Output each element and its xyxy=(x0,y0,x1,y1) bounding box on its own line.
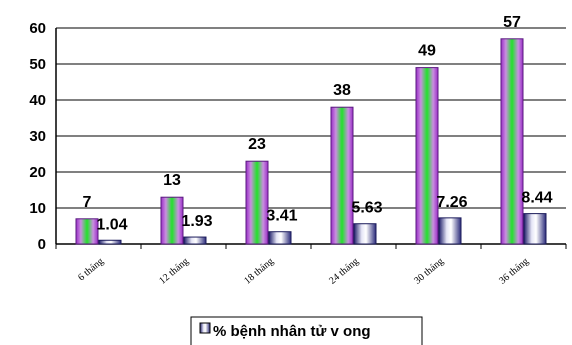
legend-box xyxy=(190,316,423,345)
y-tick-label: 40 xyxy=(29,92,46,109)
data-label-series1: 57 xyxy=(503,14,521,31)
y-tick-label: 0 xyxy=(38,236,46,253)
bar-series1 xyxy=(245,160,269,245)
axes: 0 10 20 30 40 50 60 6 tháng 12 tháng 18 tháng 24 t… xyxy=(29,20,567,287)
data-label-series2: 1.93 xyxy=(181,213,212,230)
bar-series2 xyxy=(438,217,462,245)
bar-series2 xyxy=(268,231,292,245)
data-label-series2: 3.41 xyxy=(266,208,297,225)
bars xyxy=(75,38,547,245)
grid-lines xyxy=(56,27,566,209)
x-tick-label: 24 tháng xyxy=(327,256,361,287)
bar-series2 xyxy=(183,236,207,245)
data-label-series2: 1.04 xyxy=(96,216,127,233)
legend-label: % bệnh nhân tử v ong xyxy=(213,323,371,340)
x-tick-label: 6 tháng xyxy=(76,256,106,284)
legend-swatch xyxy=(199,322,211,334)
data-labels: 71.04 13 1.93 23 3.41 38 5.63 49 7.26 57 8.44 xyxy=(83,14,553,233)
bar-series1 xyxy=(75,218,99,245)
data-label-series1: 49 xyxy=(418,43,436,60)
data-label-series1: 38 xyxy=(333,82,351,99)
bar-series2 xyxy=(523,213,547,245)
bar-series1 xyxy=(160,196,184,245)
data-label-series2: 8.44 xyxy=(521,190,552,207)
x-tick-label: 12 tháng xyxy=(157,256,191,287)
data-label-series1: 13 xyxy=(163,172,181,189)
x-tick-label: 30 tháng xyxy=(412,256,446,287)
data-label-series1: 7 xyxy=(83,194,92,211)
data-label-series2: 7.26 xyxy=(436,194,467,211)
x-tick-label: 18 tháng xyxy=(242,256,276,287)
y-tick-label: 60 xyxy=(29,20,46,37)
y-tick-label: 20 xyxy=(29,164,46,181)
bar-series1 xyxy=(500,38,524,245)
x-tick-label: 36 tháng xyxy=(497,256,531,287)
bar-series1 xyxy=(330,106,354,245)
bar-series2 xyxy=(98,239,122,245)
legend: % bệnh nhân tử v ong xyxy=(190,316,423,345)
data-label-series1: 23 xyxy=(248,136,266,153)
y-tick-label: 30 xyxy=(29,128,46,145)
y-tick-label: 50 xyxy=(29,56,46,73)
data-label-series2: 5.63 xyxy=(351,200,382,217)
bar-series2 xyxy=(353,223,377,245)
bar-series1 xyxy=(415,67,439,245)
y-tick-label: 10 xyxy=(29,200,46,217)
